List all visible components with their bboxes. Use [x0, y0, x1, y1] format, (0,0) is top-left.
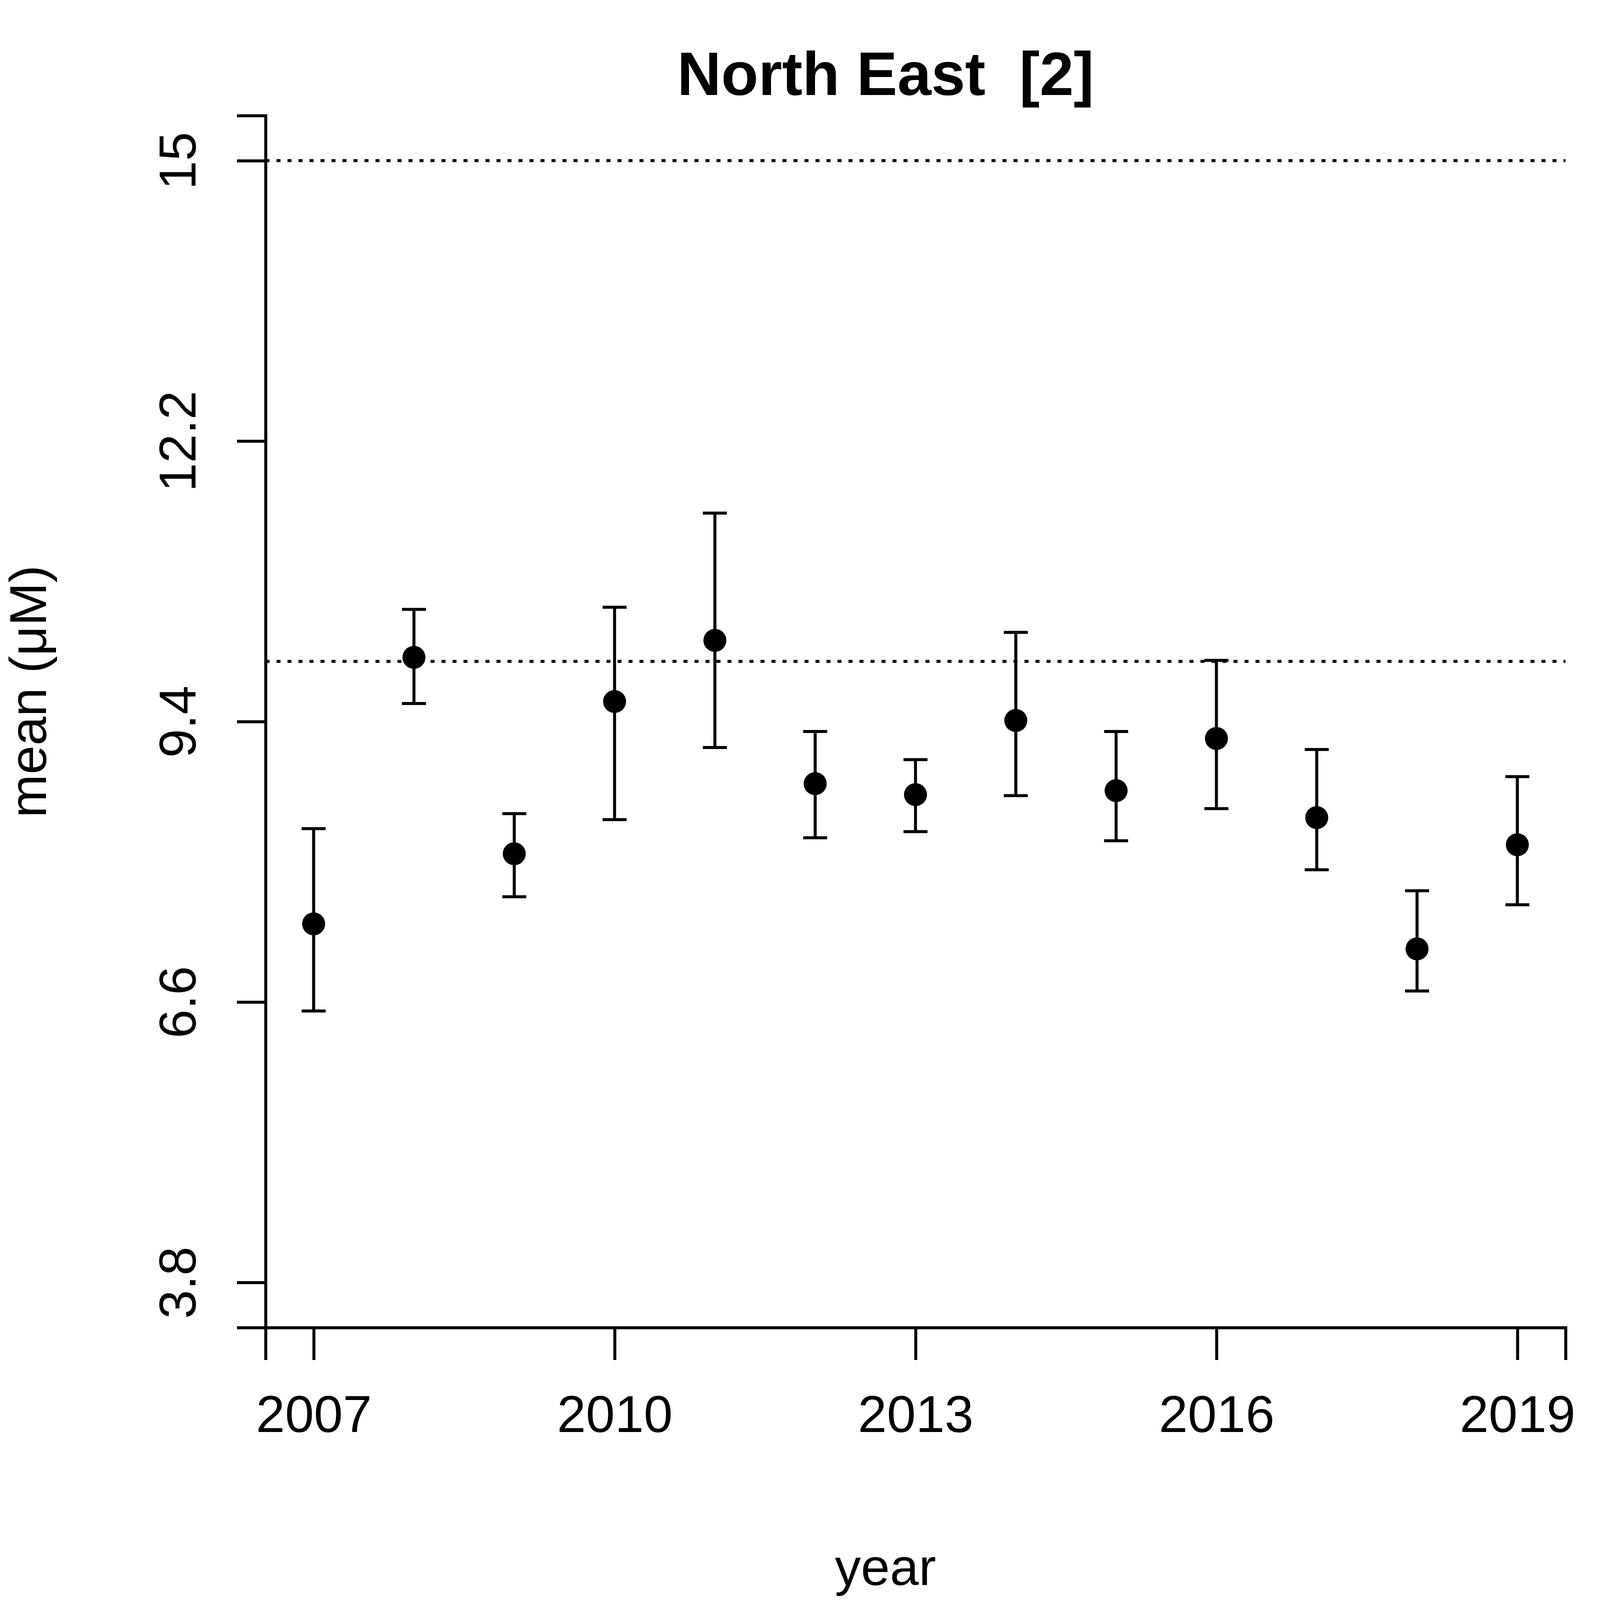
error-bar	[1104, 731, 1128, 841]
error-bar-cap	[1505, 903, 1530, 907]
error-bar-cap	[1104, 839, 1128, 842]
x-tick: 2016	[1159, 1327, 1275, 1443]
error-bar-cap	[803, 836, 827, 839]
error-bar-cap	[1304, 748, 1329, 751]
x-tick-label: 2013	[858, 1385, 974, 1443]
x-axis-line	[266, 1328, 1566, 1361]
chart: North East [2] 2007 2010 2013 2016 2019 3.8 6.6…	[0, 0, 1600, 1600]
error-bar	[1405, 891, 1429, 991]
y-tick-label: 15	[148, 132, 207, 190]
point	[1305, 806, 1328, 829]
y-tick-label: 12.2	[148, 390, 207, 492]
x-tick-mark	[613, 1327, 617, 1360]
x-tick-mark	[1516, 1327, 1519, 1360]
error-bar	[1004, 632, 1028, 796]
error-bar-cap	[803, 730, 827, 733]
reference-line	[265, 660, 1566, 663]
x-tick: 2010	[557, 1327, 673, 1443]
error-bar	[703, 513, 727, 748]
error-bar-cap	[903, 758, 928, 761]
x-tick-label: 2019	[1460, 1385, 1576, 1443]
error-bar-cap	[602, 606, 627, 609]
plot-area	[265, 160, 1566, 1011]
y-tick: 3.8	[148, 1246, 266, 1319]
y-axis-line	[237, 116, 266, 1328]
x-tick-mark	[1215, 1327, 1218, 1360]
error-bar-cap	[602, 818, 627, 821]
error-bar-cap	[301, 1009, 326, 1013]
point	[1205, 727, 1228, 750]
y-tick-mark	[237, 159, 266, 163]
error-bar-cap	[1104, 730, 1128, 733]
error-bar	[402, 609, 426, 704]
error-bar	[502, 813, 527, 897]
error-bar-cap	[703, 746, 727, 749]
error-bar-cap	[903, 830, 928, 833]
error-bar-stem	[613, 607, 616, 820]
error-bar-cap	[301, 827, 326, 830]
point	[1405, 937, 1429, 961]
point	[904, 783, 927, 806]
error-bar-cap	[402, 702, 426, 705]
error-bar	[903, 759, 928, 832]
point	[302, 912, 325, 936]
error-bar	[1204, 660, 1229, 809]
point	[703, 629, 727, 652]
error-bar-cap	[1405, 889, 1429, 893]
error-bar-cap	[1304, 868, 1329, 871]
title: North East [2]	[677, 40, 1094, 108]
error-bar	[1505, 776, 1530, 905]
y-tick: 6.6	[148, 966, 266, 1039]
error-bar	[602, 607, 627, 820]
error-bar	[1304, 749, 1329, 870]
error-bar-cap	[703, 511, 727, 515]
x-tick-mark	[312, 1327, 316, 1360]
y-tick: 15	[148, 132, 266, 190]
x-tick-label: 2010	[557, 1385, 673, 1443]
point	[803, 772, 827, 795]
y-tick-mark	[237, 440, 266, 443]
x-axis-title: year	[835, 1538, 936, 1596]
point	[402, 646, 426, 669]
y-tick-label: 9.4	[148, 685, 207, 758]
error-bar-cap	[1405, 989, 1429, 993]
error-bar-cap	[1204, 659, 1229, 662]
reference-line	[265, 159, 1566, 162]
error-bar-cap	[502, 895, 527, 899]
x-tick: 2019	[1460, 1327, 1576, 1443]
y-tick-label: 6.6	[148, 966, 207, 1039]
y-tick-mark	[237, 1281, 266, 1284]
error-bar-cap	[1004, 794, 1028, 797]
y-tick-mark	[237, 720, 266, 724]
error-bar-cap	[402, 608, 426, 611]
x-tick-label: 2007	[256, 1385, 372, 1443]
y-axis: 3.8 6.6 9.4 12.2 15	[148, 116, 266, 1328]
x-tick-label: 2016	[1159, 1385, 1275, 1443]
x-tick: 2007	[256, 1327, 372, 1443]
error-bar-cap	[1505, 775, 1530, 778]
x-tick: 2013	[858, 1327, 974, 1443]
error-bar-cap	[502, 812, 527, 815]
y-tick-mark	[237, 1000, 266, 1004]
point	[1506, 833, 1529, 856]
x-axis: 2007 2010 2013 2016 2019	[256, 1327, 1576, 1443]
y-axis-title: mean (μM)	[0, 565, 57, 818]
point	[603, 690, 626, 713]
point	[1104, 779, 1128, 802]
error-bar-cap	[1004, 631, 1028, 634]
point	[503, 842, 526, 865]
error-bar	[301, 828, 326, 1011]
y-tick: 9.4	[148, 685, 266, 758]
x-tick-mark	[914, 1327, 918, 1360]
y-tick: 12.2	[148, 390, 266, 492]
error-bar	[803, 731, 827, 838]
y-tick-label: 3.8	[148, 1246, 207, 1319]
point	[1004, 709, 1028, 732]
error-bar-cap	[1204, 807, 1229, 810]
